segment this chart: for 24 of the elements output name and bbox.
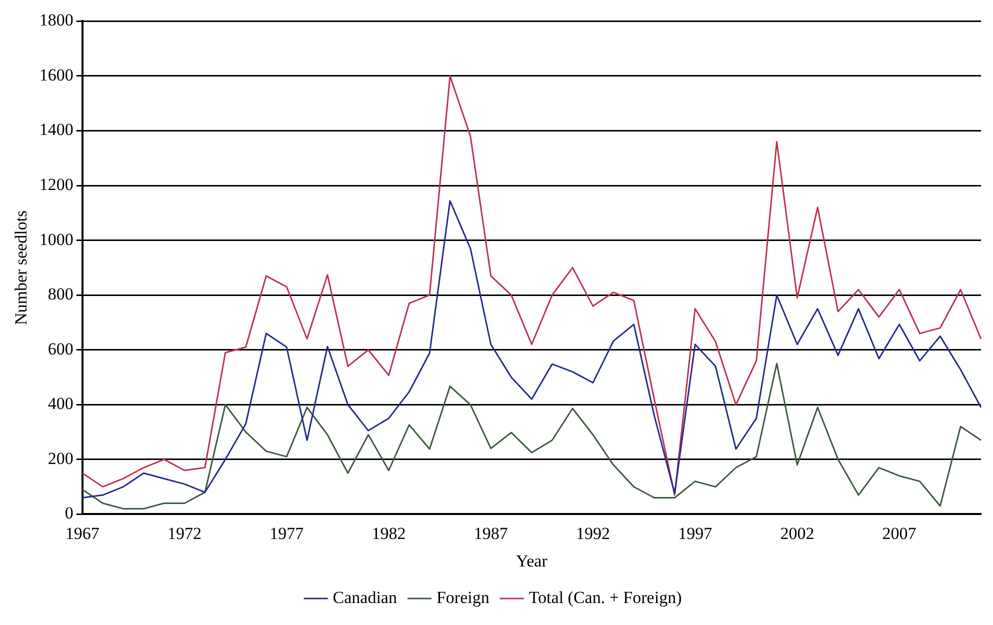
y-tick-label: 200	[48, 448, 74, 468]
y-tick-label: 600	[48, 339, 74, 358]
legend-label: Canadian	[332, 588, 398, 607]
x-tick-label: 1972	[168, 524, 202, 543]
x-tick-label: 1967	[65, 524, 100, 543]
y-tick-label: 1200	[39, 175, 74, 194]
y-tick-label: 1600	[39, 65, 74, 84]
x-tick-label: 1982	[372, 524, 406, 543]
y-tick-label: 0	[64, 504, 74, 523]
x-tick-label: 1977	[270, 524, 304, 543]
x-tick-label: 1992	[576, 524, 610, 543]
y-tick-label: 1800	[39, 10, 74, 30]
legend-label: Total (Can. + Foreign)	[528, 588, 682, 607]
y-axis-title: Number seedlots	[12, 210, 31, 326]
legend-label: Foreign	[436, 588, 490, 607]
x-tick-label: 1987	[474, 524, 508, 543]
x-tick-label: 2007	[882, 524, 917, 543]
x-tick-label: 1997	[678, 524, 713, 543]
x-axis-title: Year	[516, 551, 548, 570]
y-tick-label: 1000	[39, 230, 74, 249]
y-tick-label: 400	[48, 394, 74, 414]
x-tick-label: 2002	[780, 524, 814, 543]
y-tick-label: 800	[48, 284, 74, 304]
y-tick-label: 1400	[39, 120, 74, 140]
